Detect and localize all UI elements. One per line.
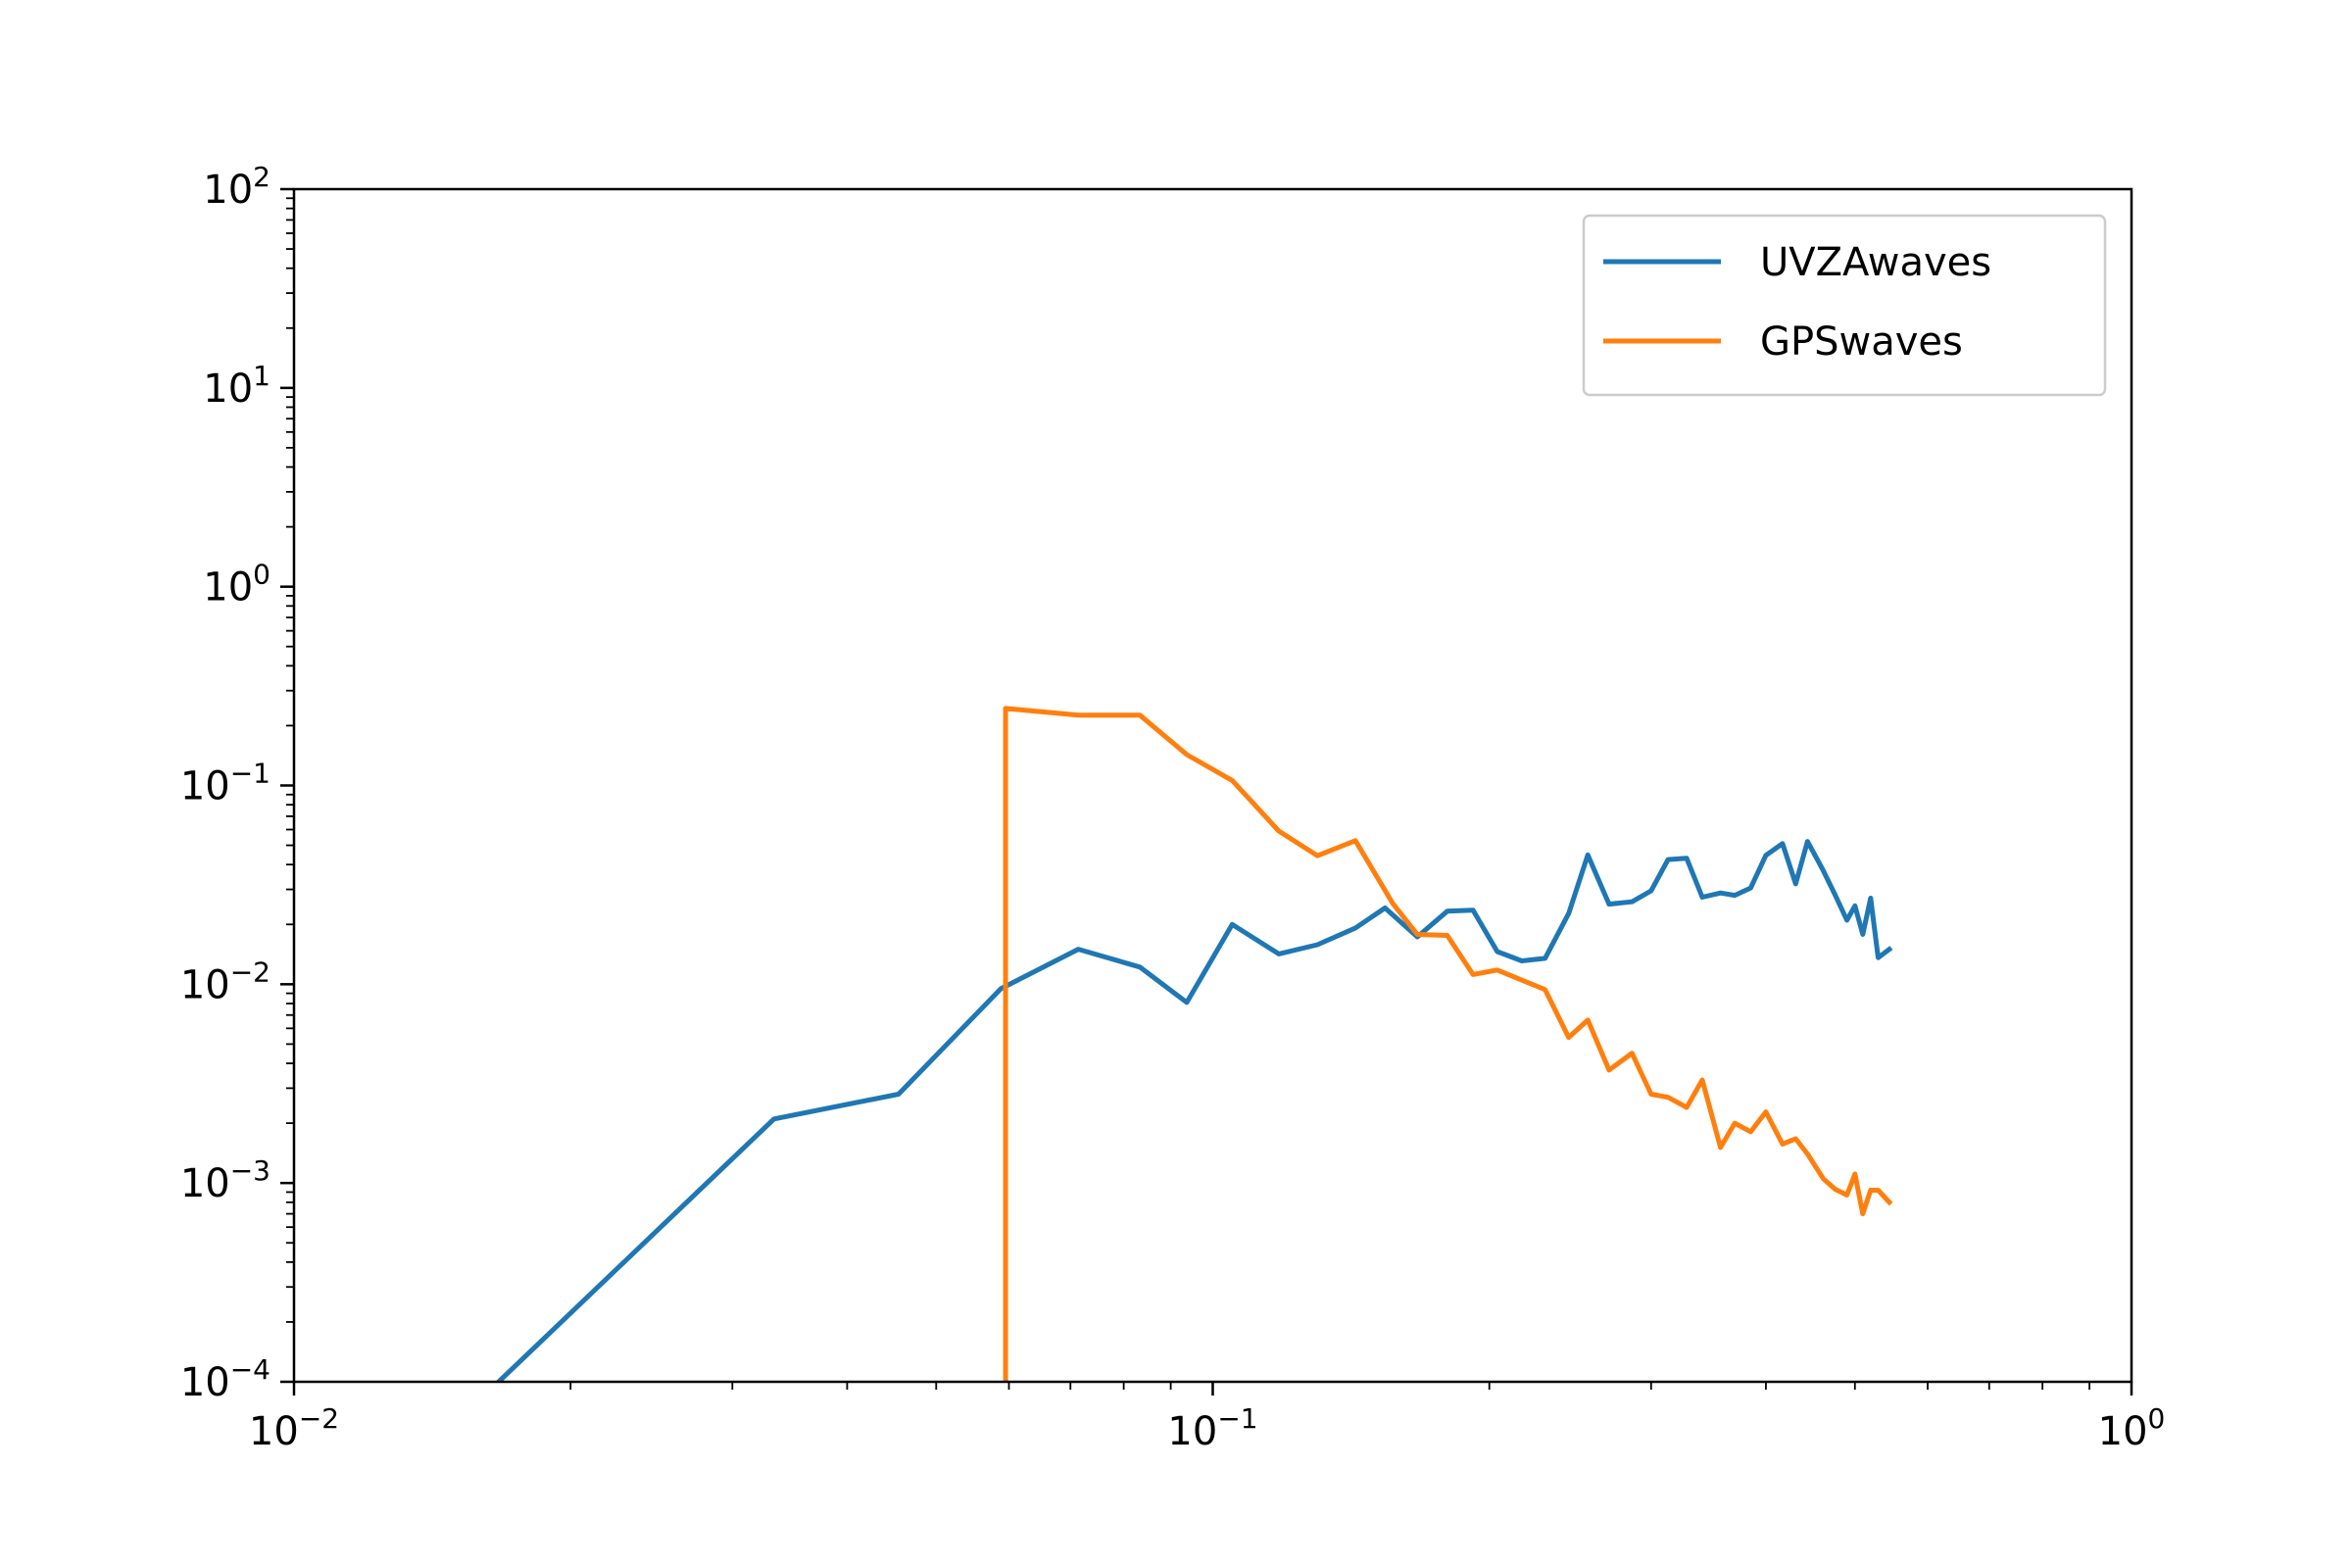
y-tick-label: 10−2 xyxy=(180,956,270,1007)
series-line-gpswaves xyxy=(1003,706,1893,1382)
y-tick-exponent: −4 xyxy=(230,1353,270,1386)
legend-label-gpswaves: GPSwaves xyxy=(1760,319,1963,365)
x-axis: 10−2 10−1 100 xyxy=(249,1382,2165,1454)
y-tick-exponent: −2 xyxy=(230,956,270,988)
y-tick-base: 10 xyxy=(203,367,253,412)
series-layer xyxy=(495,706,1893,1382)
y-tick-base: 10 xyxy=(180,1161,230,1206)
y-tick-exponent: −3 xyxy=(230,1154,270,1187)
y-tick-base: 10 xyxy=(203,168,253,213)
y-tick-base: 10 xyxy=(180,962,230,1007)
y-tick-label: 101 xyxy=(203,360,270,412)
legend-label-uvzawaves: UVZAwaves xyxy=(1760,240,1991,285)
x-tick-base: 10 xyxy=(2098,1409,2148,1454)
x-tick-label: 10−2 xyxy=(249,1402,339,1454)
y-tick-exponent: −1 xyxy=(230,758,270,790)
legend: UVZAwaves GPSwaves xyxy=(1582,214,2107,397)
y-tick-exponent: 2 xyxy=(253,161,270,193)
x-tick-exponent: 0 xyxy=(2148,1402,2166,1435)
x-tick-base: 10 xyxy=(1167,1409,1217,1454)
y-tick-base: 10 xyxy=(180,1360,230,1405)
y-tick-base: 10 xyxy=(180,764,230,809)
y-tick-exponent: 0 xyxy=(253,559,270,591)
y-tick-base: 10 xyxy=(203,565,253,611)
y-tick-exponent: 1 xyxy=(253,360,270,392)
y-tick-label: 102 xyxy=(203,161,270,213)
x-tick-label: 10−1 xyxy=(1167,1402,1257,1454)
x-tick-exponent: −1 xyxy=(1217,1402,1257,1435)
series-line-uvzawaves xyxy=(495,839,1893,1382)
y-tick-label: 10−3 xyxy=(180,1154,270,1206)
x-tick-exponent: −2 xyxy=(299,1402,339,1435)
y-tick-label: 10−4 xyxy=(180,1353,270,1405)
y-tick-label: 10−1 xyxy=(180,758,270,809)
x-tick-base: 10 xyxy=(249,1409,299,1454)
x-tick-label: 100 xyxy=(2098,1402,2166,1454)
y-tick-label: 100 xyxy=(203,559,270,611)
